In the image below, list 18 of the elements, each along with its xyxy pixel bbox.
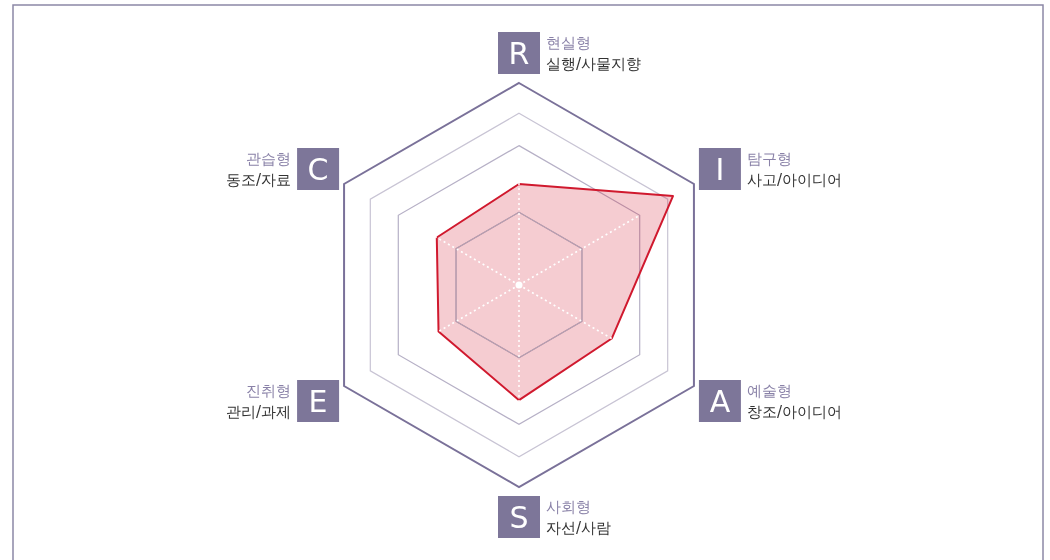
text: 예술형 bbox=[746, 382, 792, 400]
text: 탐구형 bbox=[746, 150, 792, 168]
text: 현실형 bbox=[546, 34, 591, 52]
text: 관습형 bbox=[246, 150, 292, 168]
text: 자선/사람 bbox=[546, 519, 612, 537]
text: 창조/아이디어 bbox=[746, 403, 842, 421]
text: 동조/자료 bbox=[226, 171, 292, 189]
spoke-label: I bbox=[715, 152, 725, 187]
spoke-label: S bbox=[509, 500, 529, 535]
text: 사고/아이디어 bbox=[746, 171, 842, 189]
spoke-label: A bbox=[709, 384, 731, 419]
spoke-label: R bbox=[508, 36, 530, 71]
text: 실행/사물지향 bbox=[546, 55, 642, 73]
text: 관리/과제 bbox=[226, 403, 292, 421]
spoke-label: E bbox=[308, 384, 328, 419]
text: 진취형 bbox=[246, 382, 292, 400]
text: 사회형 bbox=[546, 498, 591, 516]
spoke-label: C bbox=[307, 152, 329, 187]
